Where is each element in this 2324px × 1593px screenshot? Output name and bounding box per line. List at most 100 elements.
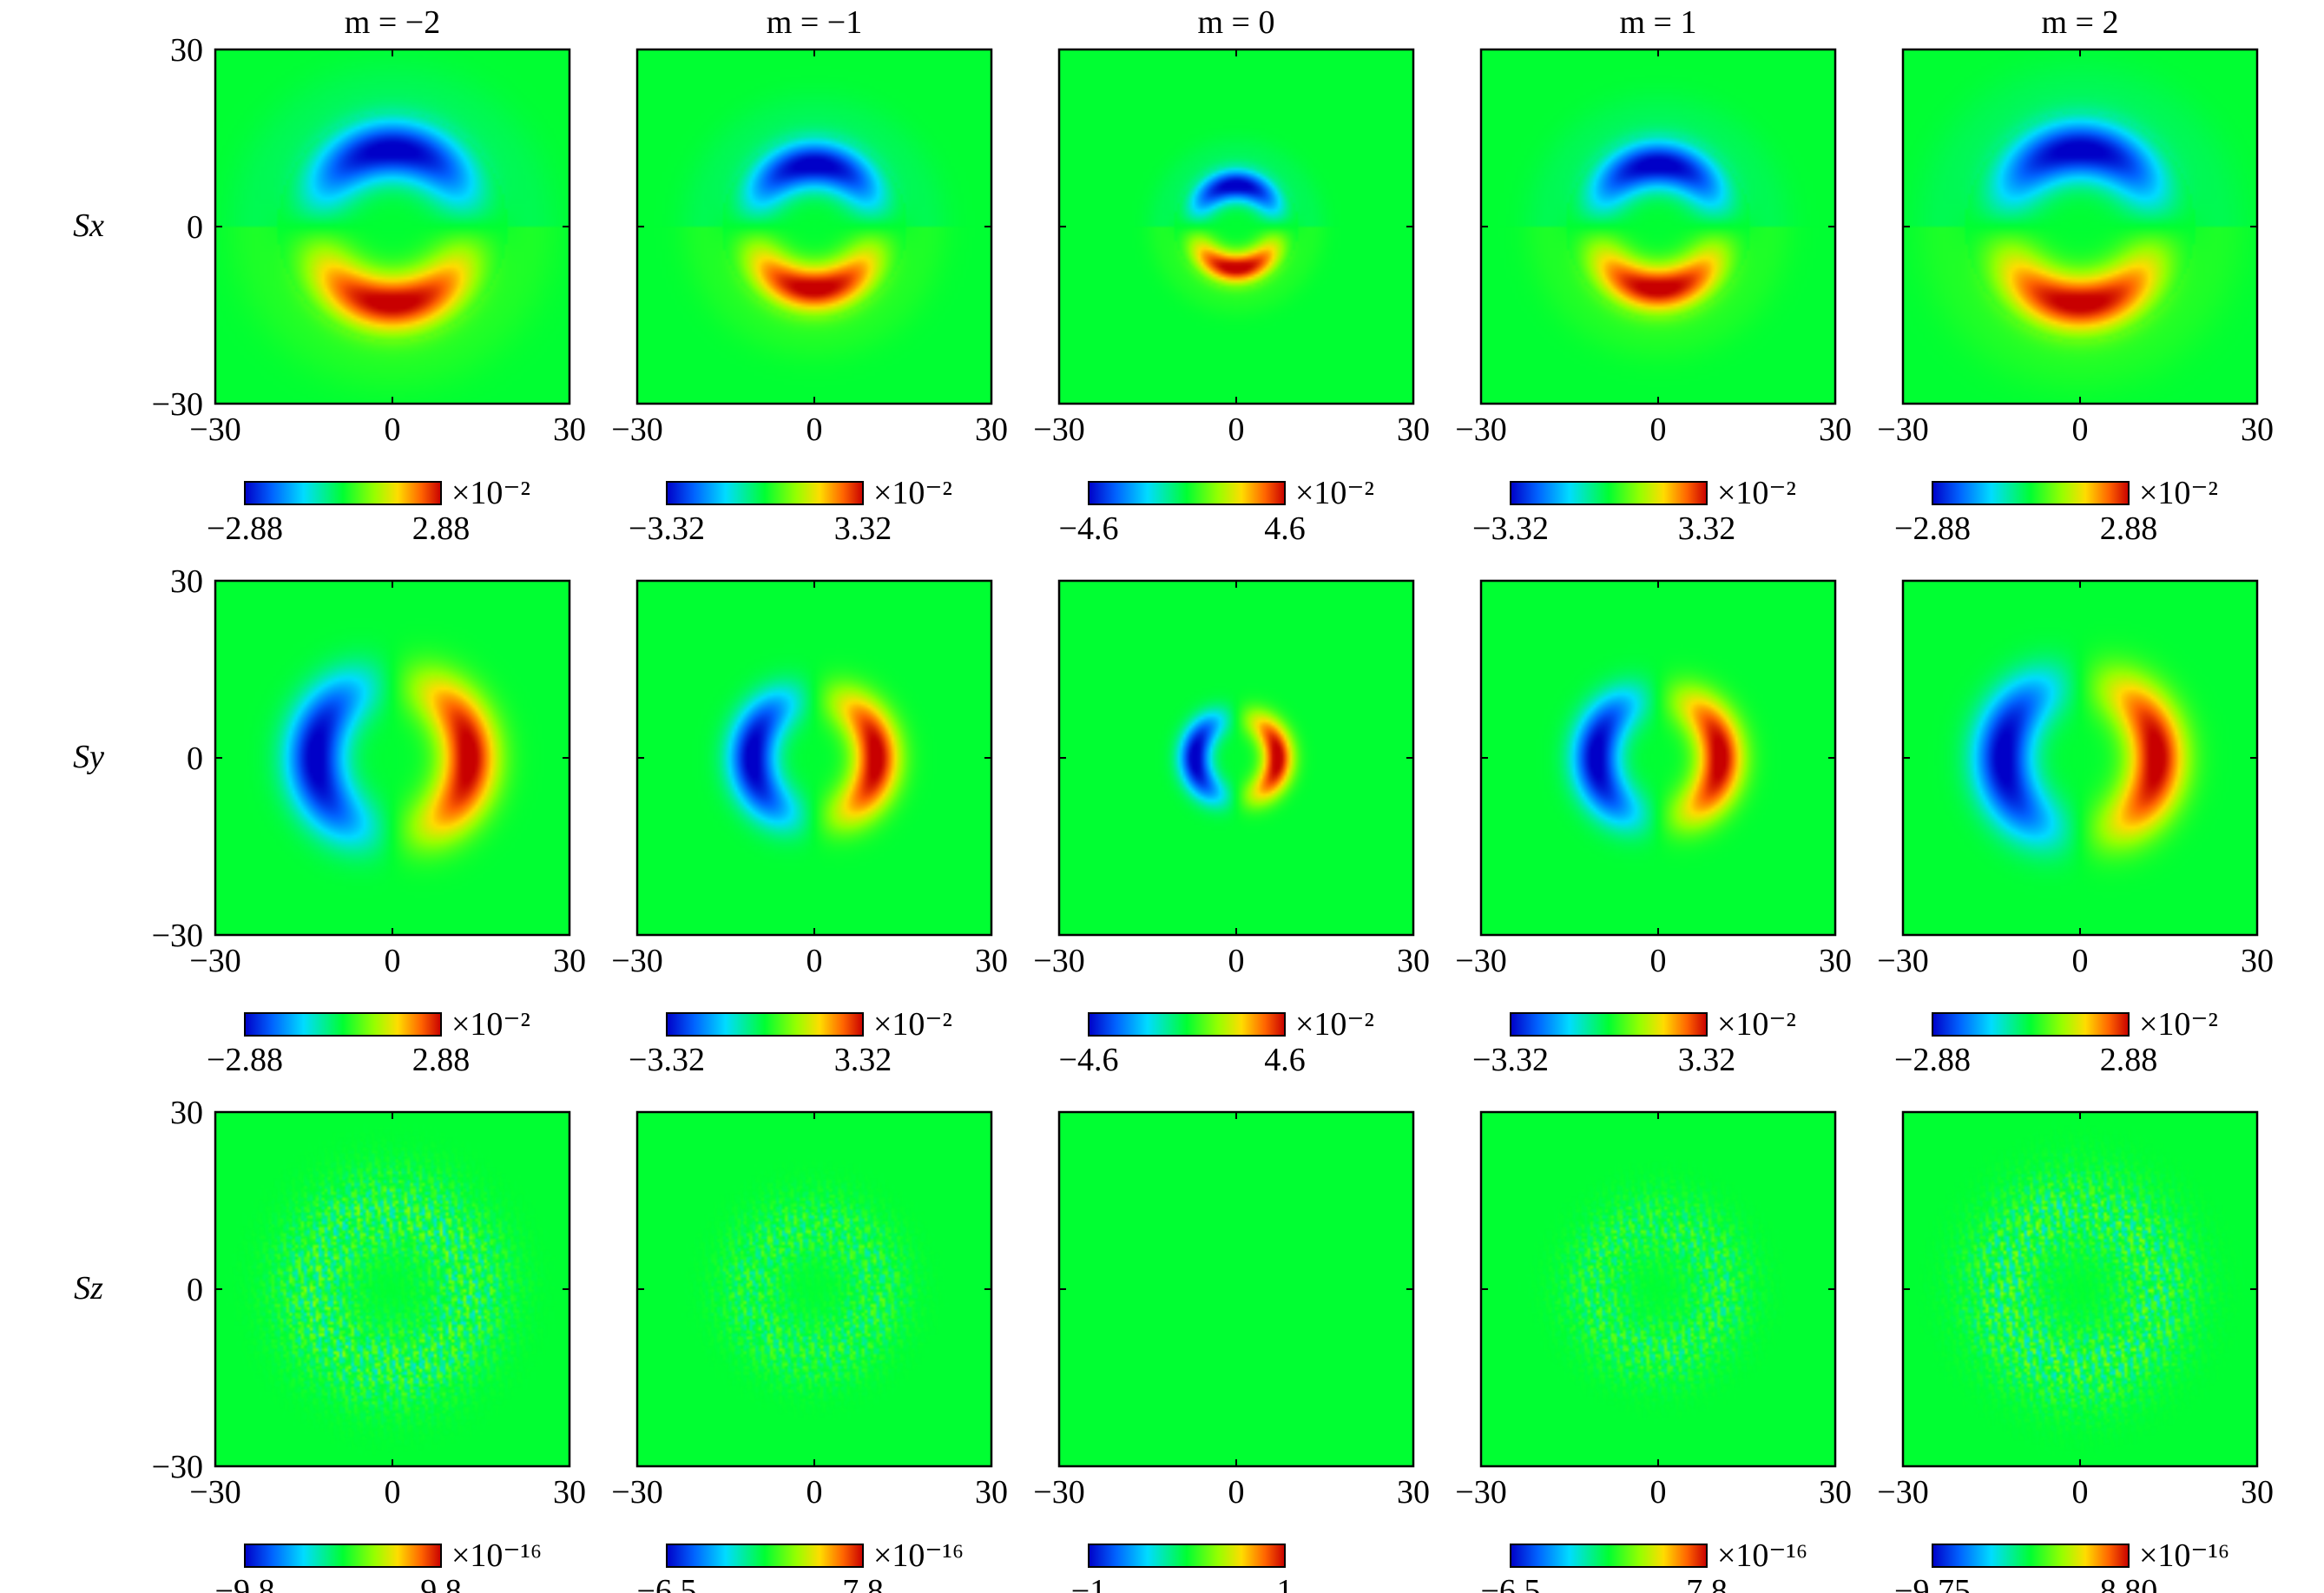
x-tick-label: 0 (806, 1474, 823, 1511)
column-header: m = 0 (1198, 4, 1275, 41)
row-label: Sx (73, 207, 104, 244)
x-tick-label: 0 (2072, 943, 2089, 979)
colorbar-exponent-label: ×10⁻¹⁶ (1717, 1537, 1807, 1574)
colorbar (666, 1544, 864, 1568)
panel-r1-c0-heatmap (215, 581, 569, 935)
panel-r2-c1-heatmap (637, 1112, 991, 1466)
panel-r0-c2-heatmap (1059, 49, 1413, 404)
x-tick-label: 30 (553, 411, 586, 448)
x-tick-label: 0 (385, 411, 401, 448)
colorbar-max-label: 3.32 (834, 1042, 892, 1078)
y-tick-label: 0 (187, 741, 203, 777)
x-tick-label: −30 (1455, 411, 1506, 448)
panel-r0-c4-heatmap (1903, 49, 2257, 404)
y-tick-label: 30 (170, 1095, 203, 1131)
x-tick-label: 30 (2241, 411, 2274, 448)
x-tick-label: −30 (611, 943, 662, 979)
y-tick-label: −30 (152, 386, 203, 423)
colorbar-min-label: −3.32 (1472, 1042, 1549, 1078)
colorbar-exponent-label: ×10⁻² (451, 475, 530, 511)
colorbar (1932, 1012, 2130, 1037)
x-tick-label: 0 (385, 1474, 401, 1511)
colorbar-min-label: −2.88 (1894, 1042, 1971, 1078)
colorbar-min-label: −6.5 (1481, 1573, 1541, 1593)
panel-r1-c4-heatmap (1903, 581, 2257, 935)
colorbar-exponent-label: ×10⁻² (2139, 1006, 2218, 1043)
x-tick-label: 30 (1819, 943, 1852, 979)
colorbar-max-label: 4.6 (1264, 510, 1306, 547)
x-tick-label: −30 (1033, 1474, 1084, 1511)
x-tick-label: 0 (806, 943, 823, 979)
panel-r0-c1-heatmap (637, 49, 991, 404)
colorbar-max-label: 1 (1277, 1573, 1294, 1593)
y-tick-label: 30 (170, 563, 203, 600)
colorbar (1932, 481, 2130, 505)
colorbar-max-label: 7.8 (842, 1573, 884, 1593)
x-tick-label: −30 (189, 943, 240, 979)
colorbar-exponent-label: ×10⁻¹⁶ (873, 1537, 964, 1574)
colorbar-min-label: −4.6 (1059, 510, 1119, 547)
x-tick-label: 0 (2072, 1474, 2089, 1511)
colorbar (1510, 1544, 1708, 1568)
x-tick-label: 30 (1819, 1474, 1852, 1511)
x-tick-label: 0 (1650, 411, 1667, 448)
colorbar-min-label: −9.75 (1894, 1573, 1971, 1593)
panel-r1-c3-heatmap (1481, 581, 1835, 935)
colorbar-min-label: −2.88 (207, 510, 283, 547)
colorbar-min-label: −4.6 (1059, 1042, 1119, 1078)
colorbar (666, 1012, 864, 1037)
x-tick-label: 0 (1228, 943, 1245, 979)
colorbar-min-label: −1 (1071, 1573, 1106, 1593)
x-tick-label: 30 (1397, 411, 1430, 448)
y-tick-label: 0 (187, 209, 203, 246)
x-tick-label: 30 (1819, 411, 1852, 448)
x-tick-label: 0 (806, 411, 823, 448)
x-tick-label: 0 (1228, 411, 1245, 448)
colorbar-max-label: 4.6 (1264, 1042, 1306, 1078)
colorbar (244, 1544, 442, 1568)
colorbar-max-label: 8.80 (2100, 1573, 2158, 1593)
x-tick-label: 30 (2241, 1474, 2274, 1511)
x-tick-label: 0 (1650, 943, 1667, 979)
panel-r0-c3-heatmap (1481, 49, 1835, 404)
colorbar-min-label: −3.32 (1472, 510, 1549, 547)
colorbar-max-label: 2.88 (412, 510, 471, 547)
colorbar (1088, 481, 1286, 505)
x-tick-label: 30 (553, 943, 586, 979)
colorbar (1088, 1544, 1286, 1568)
colorbar-min-label: −6.5 (637, 1573, 697, 1593)
x-tick-label: 0 (1650, 1474, 1667, 1511)
x-tick-label: −30 (1877, 943, 1928, 979)
colorbar (1510, 481, 1708, 505)
x-tick-label: −30 (611, 411, 662, 448)
colorbar (1088, 1012, 1286, 1037)
x-tick-label: −30 (1455, 1474, 1506, 1511)
x-tick-label: −30 (611, 1474, 662, 1511)
x-tick-label: 30 (975, 943, 1008, 979)
panel-r2-c0-heatmap (215, 1112, 569, 1466)
colorbar-exponent-label: ×10⁻² (1717, 475, 1796, 511)
colorbar-min-label: −3.32 (629, 1042, 705, 1078)
colorbar (1510, 1012, 1708, 1037)
colorbar-exponent-label: ×10⁻² (1295, 1006, 1374, 1043)
colorbar (244, 481, 442, 505)
colorbar (1932, 1544, 2130, 1568)
column-header: m = −1 (767, 4, 862, 41)
colorbar-max-label: 2.88 (2100, 1042, 2158, 1078)
colorbar-max-label: 2.88 (2100, 510, 2158, 547)
colorbar-exponent-label: ×10⁻² (873, 1006, 952, 1043)
colorbar (666, 481, 864, 505)
y-tick-label: −30 (152, 918, 203, 954)
colorbar-max-label: 3.32 (1678, 510, 1736, 547)
panel-r1-c1-heatmap (637, 581, 991, 935)
colorbar-exponent-label: ×10⁻² (1295, 475, 1374, 511)
colorbar-max-label: 3.32 (1678, 1042, 1736, 1078)
colorbar-min-label: −9.8 (215, 1573, 275, 1593)
x-tick-label: −30 (1455, 943, 1506, 979)
colorbar (244, 1012, 442, 1037)
colorbar-exponent-label: ×10⁻¹⁶ (451, 1537, 542, 1574)
x-tick-label: −30 (1877, 411, 1928, 448)
colorbar-max-label: 3.32 (834, 510, 892, 547)
